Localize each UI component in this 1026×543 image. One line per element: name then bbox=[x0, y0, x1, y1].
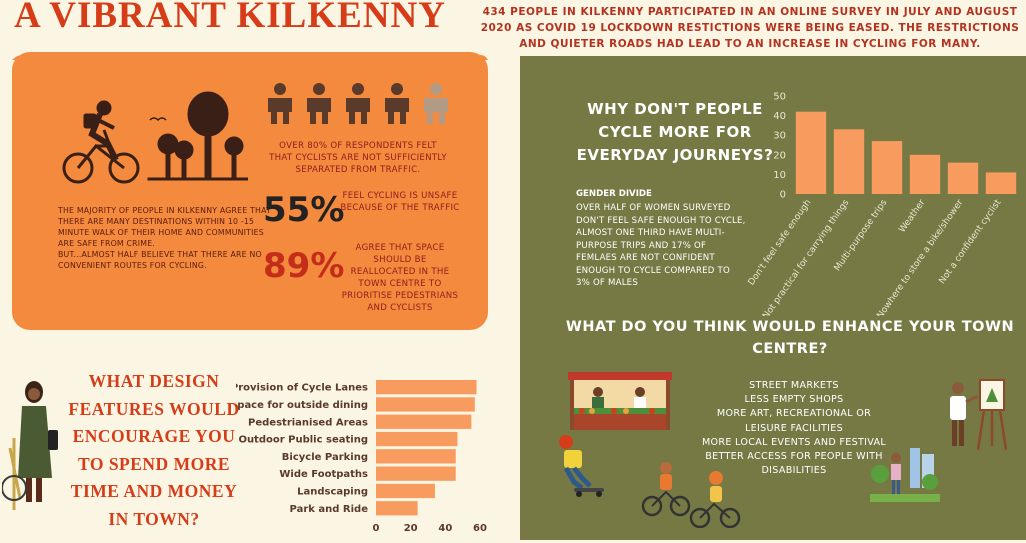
olive-panel bbox=[520, 56, 1026, 540]
x-tick-label: Weather bbox=[898, 198, 928, 235]
bar bbox=[376, 466, 456, 481]
woman-with-bicycle-illustration bbox=[2, 381, 58, 510]
enhance-item: STREET MARKETS bbox=[749, 380, 839, 391]
bar bbox=[833, 129, 865, 194]
enhance-item: DISABILITIES bbox=[761, 465, 827, 477]
person-icon bbox=[385, 83, 409, 124]
enhance-list: STREET MARKETS LESS EMPTY SHOPS MORE ART… bbox=[684, 379, 904, 478]
enhance-item: LESS EMPTY SHOPS bbox=[744, 394, 844, 406]
bar bbox=[376, 380, 477, 395]
x-tick-label: 60 bbox=[473, 523, 487, 534]
stat-55-text: FEEL CYCLING IS UNSAFE BECAUSE OF THE TR… bbox=[340, 191, 460, 213]
enhance-item: LEISURE FACILITIES bbox=[744, 422, 844, 434]
people-icons-4-of-5 bbox=[268, 83, 448, 124]
design-features-title: WHAT DESIGN FEATURES WOULD ENCOURAGE YOU… bbox=[68, 371, 240, 529]
y-tick-label: 10 bbox=[773, 170, 786, 181]
enhance-town-centre-title: WHAT DO YOU THINK WOULD ENHANCE YOUR TOW… bbox=[565, 319, 1015, 357]
bar bbox=[376, 483, 435, 499]
majority-text-block: THE MAJORITY OF PEOPLE IN KILKENNY AGREE… bbox=[58, 205, 278, 271]
stat-89-text: AGREE THAT SPACE SHOULD BE REALLOCATED I… bbox=[341, 243, 459, 313]
person-icon bbox=[268, 83, 292, 124]
page-title: A VIBRANT KILKENNY bbox=[14, 0, 446, 36]
park-walkers-illustration bbox=[870, 448, 940, 502]
intro-text: 434 PEOPLE IN KILKENNY PARTICIPATED IN A… bbox=[480, 6, 1020, 50]
y-tick-label: 50 bbox=[773, 92, 786, 103]
y-tick-label: 40 bbox=[773, 111, 786, 122]
skateboarder-illustration bbox=[559, 435, 604, 497]
stat-89-value: 89% bbox=[263, 246, 345, 286]
category-label: Outdoor Public seating bbox=[238, 435, 368, 446]
stat-55-value: 55% bbox=[263, 190, 345, 230]
bar bbox=[795, 111, 827, 194]
x-tick-label: Nowhere to store a bike/shower bbox=[875, 198, 965, 316]
category-label: Park and Ride bbox=[290, 504, 369, 515]
gender-divide-text: OVER HALF OF WOMEN SURVEYED DON'T FEEL S… bbox=[576, 203, 746, 288]
bar bbox=[947, 162, 979, 194]
enhance-item: MORE LOCAL EVENTS AND FESTIVAL bbox=[701, 436, 887, 448]
person-icon bbox=[307, 83, 331, 124]
bar bbox=[376, 449, 456, 464]
category-label: Wide Footpaths bbox=[279, 469, 368, 480]
x-tick-label: 0 bbox=[373, 523, 380, 534]
children-cycling-illustration bbox=[641, 462, 741, 528]
person-icon-faded bbox=[424, 83, 448, 124]
category-label: Provision of Cycle Lanes bbox=[236, 383, 368, 394]
panel-wave-edge bbox=[12, 55, 488, 60]
bar bbox=[871, 141, 903, 194]
enhance-item: BETTER ACCESS FOR PEOPLE WITH bbox=[705, 451, 883, 463]
bar bbox=[985, 172, 1017, 194]
category-label: Pedestrianised Areas bbox=[248, 417, 368, 428]
bar bbox=[376, 501, 418, 516]
stat-80-text: OVER 80% OF RESPONDENTS FELT THAT CYCLIS… bbox=[269, 141, 447, 175]
y-tick-label: 0 bbox=[780, 190, 786, 201]
painter-at-easel-illustration bbox=[950, 379, 1008, 451]
bar bbox=[376, 431, 458, 447]
x-tick-label: Don't feel safe enough bbox=[747, 198, 814, 287]
enhance-item: MORE ART, RECREATIONAL OR bbox=[716, 408, 872, 420]
bar bbox=[909, 154, 941, 194]
category-label: Landscaping bbox=[297, 486, 368, 497]
x-tick-label: 20 bbox=[404, 523, 418, 534]
half-text: BUT...ALMOST HALF BELIEVE THAT THERE ARE… bbox=[58, 250, 262, 270]
category-label: Space for outside dining bbox=[236, 400, 368, 411]
market-stall-illustration bbox=[568, 372, 672, 430]
bar bbox=[376, 414, 472, 429]
y-tick-label: 20 bbox=[773, 150, 786, 161]
design-features-bar-chart: Provision of Cycle Lanes Space for outsid… bbox=[236, 380, 487, 534]
majority-text: THE MAJORITY OF PEOPLE IN KILKENNY AGREE… bbox=[58, 206, 271, 248]
category-label: Bicycle Parking bbox=[282, 452, 368, 463]
bar bbox=[376, 397, 475, 412]
x-tick-label: 40 bbox=[438, 523, 452, 534]
why-dont-people-cycle-title: WHY DON'T PEOPLE CYCLE MORE FOR EVERYDAY… bbox=[576, 100, 774, 164]
y-tick-label: 30 bbox=[773, 131, 786, 142]
cyclist-with-trees-illustration bbox=[62, 91, 248, 184]
person-icon bbox=[346, 83, 370, 124]
gender-divide-heading: GENDER DIVIDE bbox=[576, 189, 652, 199]
